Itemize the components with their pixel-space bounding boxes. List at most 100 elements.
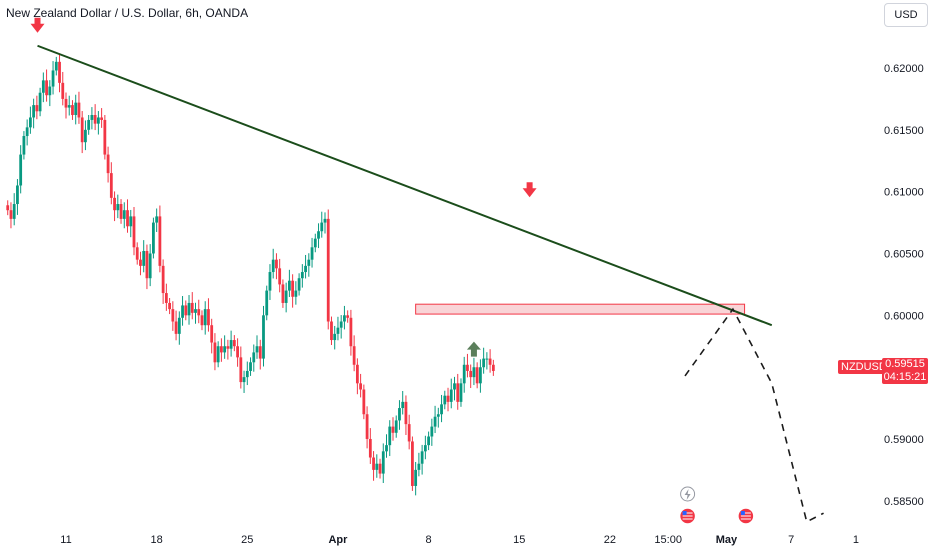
candle <box>346 310 350 323</box>
candle <box>171 301 175 331</box>
candle-body <box>90 114 94 120</box>
candle-body <box>349 317 353 347</box>
price-axis-label: 0.61500 <box>884 125 924 137</box>
candle-body <box>336 327 340 334</box>
candle-body <box>407 424 411 442</box>
candle-body <box>330 321 333 341</box>
candle-body <box>126 210 129 227</box>
candle-body <box>239 357 243 383</box>
candle <box>74 94 78 125</box>
candle-body <box>436 414 440 417</box>
candle-body <box>41 80 45 93</box>
candle <box>22 131 26 160</box>
candle-body <box>93 114 97 124</box>
candle <box>436 407 440 428</box>
candle-body <box>171 309 175 322</box>
candle-body <box>479 367 482 384</box>
candle-body <box>372 457 375 470</box>
candle <box>326 209 330 330</box>
candle <box>482 347 486 374</box>
time-axis[interactable]: 11 18 25 Apr 8 15 22 15:00 May 7 1 <box>60 534 859 546</box>
candle <box>48 80 52 107</box>
candle <box>352 335 356 372</box>
candle-body <box>77 102 81 118</box>
candle-body <box>226 346 230 349</box>
candle-body <box>469 370 473 378</box>
candle-body <box>132 216 136 248</box>
candle-body <box>262 315 265 359</box>
candle-body <box>362 389 366 415</box>
candle-body <box>459 383 463 402</box>
candle <box>320 211 324 238</box>
candle <box>378 458 382 479</box>
candle-body <box>103 119 107 155</box>
candle <box>164 283 168 311</box>
price-axis-label: 0.62000 <box>884 63 924 75</box>
candle-body <box>339 321 343 328</box>
candle <box>343 305 346 330</box>
candle-body <box>6 205 10 211</box>
candle-body <box>297 278 301 291</box>
candle-body <box>245 370 249 378</box>
candle <box>226 339 230 360</box>
candle-body <box>22 136 26 155</box>
candle <box>411 436 414 491</box>
candle-body <box>119 204 123 219</box>
candle <box>381 443 385 483</box>
time-axis-label: 8 <box>426 534 432 546</box>
time-axis-label: May <box>716 534 738 546</box>
candle-body <box>168 302 171 310</box>
candle-body <box>232 340 236 347</box>
candle <box>349 309 353 356</box>
candle <box>414 461 418 496</box>
candle <box>203 301 207 335</box>
candle-body <box>275 259 278 269</box>
candle <box>187 295 191 325</box>
candle-body <box>96 117 100 124</box>
candle-body <box>430 426 434 437</box>
candle-body <box>294 290 298 297</box>
candle <box>54 56 58 76</box>
lightning-bolt <box>684 489 691 500</box>
candle <box>6 200 10 216</box>
currency-button[interactable]: USD <box>884 3 928 27</box>
candle-body <box>485 358 489 360</box>
candle-body <box>223 346 227 353</box>
candle-body <box>453 383 456 390</box>
candle <box>87 114 91 135</box>
time-axis-label: 18 <box>151 534 163 546</box>
candle-body <box>51 70 55 87</box>
candle-body <box>197 309 201 316</box>
candle <box>93 104 97 131</box>
candle-body <box>84 129 87 143</box>
candle <box>216 341 220 368</box>
candle <box>35 95 39 120</box>
candle <box>19 145 23 194</box>
candle-body <box>58 61 61 83</box>
candle <box>427 431 430 451</box>
candle-body <box>109 173 113 198</box>
candle <box>317 223 320 249</box>
candle <box>236 338 239 367</box>
candle-body <box>365 414 369 439</box>
candle-body <box>466 364 469 371</box>
candle-body <box>71 105 74 115</box>
candle <box>401 390 405 415</box>
candle-body <box>385 445 388 452</box>
candle <box>449 378 453 409</box>
price-axis[interactable]: 0.62000 0.61500 0.61000 0.60500 0.60000 0.595… <box>884 63 924 508</box>
candle <box>310 237 314 268</box>
candle-body <box>317 231 320 239</box>
candle <box>242 370 246 393</box>
candle-body <box>258 346 262 359</box>
candle <box>232 335 236 352</box>
candle-body <box>135 247 139 260</box>
candle-body <box>343 315 346 322</box>
candle <box>135 242 139 265</box>
candle <box>103 114 107 160</box>
candle-body <box>255 346 259 353</box>
resistance-zone-layer <box>415 303 746 315</box>
candle <box>109 162 113 205</box>
time-axis-label: 25 <box>241 534 253 546</box>
